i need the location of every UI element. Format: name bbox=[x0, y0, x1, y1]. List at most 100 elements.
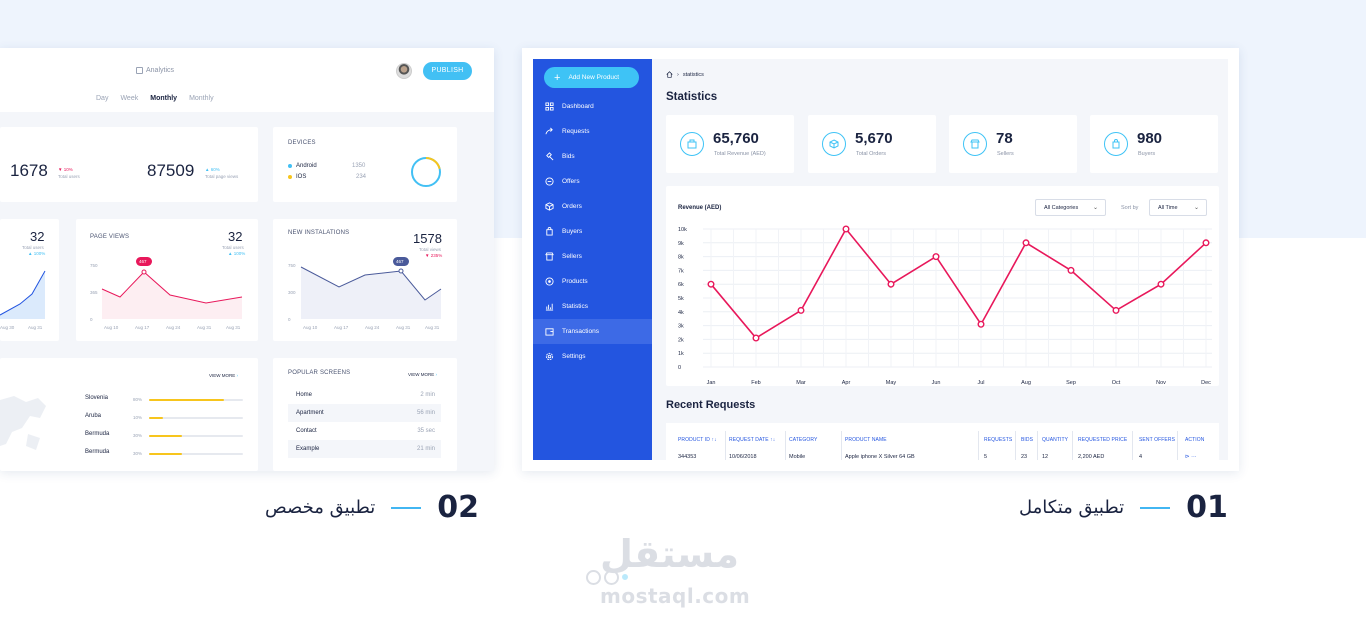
device-ios: IOS bbox=[288, 174, 306, 180]
x-tick-label: Nov bbox=[1156, 380, 1166, 386]
column-header[interactable]: PRODUCT NAME bbox=[845, 437, 887, 443]
pv-badge: 467 bbox=[139, 259, 147, 264]
tab-week[interactable]: Week bbox=[120, 95, 139, 102]
x-tick-label: May bbox=[886, 380, 897, 386]
mini-tick-2: Aug 31 bbox=[28, 325, 43, 330]
watermark-circle-2 bbox=[604, 570, 619, 585]
checkbox-icon bbox=[136, 67, 143, 74]
sidebar-item-settings[interactable]: Settings bbox=[533, 344, 652, 369]
country-1-pct: 80% bbox=[133, 397, 143, 402]
kpi-label: Total Revenue (AED) bbox=[714, 151, 766, 157]
country-1: Slovenia bbox=[85, 395, 109, 401]
add-new-product-button[interactable]: + Add New Product bbox=[544, 67, 639, 88]
column-header[interactable]: SENT OFFERS bbox=[1139, 437, 1176, 443]
kpi-value: 65,760 bbox=[713, 130, 759, 147]
home-icon[interactable] bbox=[666, 71, 673, 78]
data-point bbox=[1022, 239, 1030, 247]
top-bar bbox=[0, 48, 494, 94]
kpi-label: Total Orders bbox=[856, 151, 886, 157]
sidebar-item-label: Requests bbox=[562, 128, 590, 135]
avatar[interactable] bbox=[396, 63, 412, 79]
chevron-right-icon: › bbox=[236, 373, 239, 378]
column-divider bbox=[1015, 431, 1016, 460]
x-tick-label: Jan bbox=[707, 380, 716, 386]
chart-title: Revenue (AED) bbox=[678, 205, 722, 211]
country-4: Bermuda bbox=[85, 449, 110, 455]
in-y-tick-1: 750 bbox=[288, 263, 296, 268]
column-header[interactable]: PRODUCT ID ↑↓ bbox=[678, 437, 717, 443]
column-header[interactable]: REQUESTED PRICE bbox=[1078, 437, 1128, 443]
caption-01-number: 01 bbox=[1186, 490, 1228, 525]
android-dot bbox=[288, 164, 292, 168]
pv-y-tick-2: 365 bbox=[90, 290, 98, 295]
country-1-bar bbox=[149, 399, 243, 401]
y-tick-label: 6k bbox=[678, 282, 684, 288]
mini-label: Total users bbox=[22, 245, 44, 250]
page-title: Statistics bbox=[666, 91, 718, 103]
sidebar-item-buyers[interactable]: Buyers bbox=[533, 219, 652, 244]
caption-02-text: تطبيق مخصص bbox=[265, 497, 376, 518]
list-item[interactable]: Home 2 min bbox=[288, 386, 441, 404]
products-icon bbox=[545, 277, 554, 286]
table-cell: Mobile bbox=[789, 454, 806, 460]
sidebar-item-bids[interactable]: Bids bbox=[533, 144, 652, 169]
store-icon bbox=[545, 252, 554, 261]
country-4-pct: 30% bbox=[133, 451, 143, 456]
time-range-select[interactable]: All Time ⌄ bbox=[1149, 199, 1207, 216]
list-item[interactable]: Apartment 56 min bbox=[288, 404, 441, 422]
box-icon bbox=[822, 132, 846, 156]
sidebar-item-products[interactable]: Products bbox=[533, 269, 652, 294]
x-tick-label: Feb bbox=[751, 380, 760, 386]
revenue-line-chart: 10k 9k 8k 7k 6k 5k 4k 3k 2k 1k 0 Jan Feb Mar Apr May Jun… bbox=[678, 225, 1212, 386]
sidebar-item-label: Buyers bbox=[562, 228, 583, 235]
column-header[interactable]: REQUESTS bbox=[984, 437, 1013, 443]
column-header[interactable]: BIDS bbox=[1021, 437, 1034, 443]
x-tick-label: Sep bbox=[1066, 380, 1076, 386]
sidebar-item-label: Products bbox=[562, 278, 588, 285]
column-header[interactable]: QUANTITY bbox=[1042, 437, 1069, 443]
sidebar-item-requests[interactable]: Requests bbox=[533, 119, 652, 144]
country-3-pct: 30% bbox=[133, 433, 143, 438]
sidebar-item-transactions[interactable]: Transactions bbox=[533, 319, 652, 344]
sidebar-item-offers[interactable]: Offers bbox=[533, 169, 652, 194]
table-cell[interactable]: ⊳ ··· bbox=[1185, 454, 1197, 460]
category-select[interactable]: All Categories ⌄ bbox=[1035, 199, 1106, 216]
tag-icon bbox=[545, 177, 554, 186]
ios-dot bbox=[288, 175, 292, 179]
publish-button[interactable]: PUBLISH bbox=[423, 62, 472, 80]
x-tick-label: Jun bbox=[932, 380, 941, 386]
revenue-chart-card: Revenue (AED) All Categories ⌄ Sort by Al… bbox=[666, 186, 1219, 386]
list-item[interactable]: Contact 35 sec bbox=[288, 422, 441, 440]
country-3-bar bbox=[149, 435, 243, 437]
tab-monthly[interactable]: Monthly bbox=[150, 95, 178, 102]
country-3-bar-fill bbox=[149, 435, 182, 437]
column-header[interactable]: REQUEST DATE ↑↓ bbox=[729, 437, 776, 443]
tab-day[interactable]: Day bbox=[96, 95, 109, 102]
y-tick-label: 3k bbox=[678, 324, 684, 330]
list-item[interactable]: Example 21 min bbox=[288, 440, 441, 458]
popular-view-more[interactable]: VIEW MORE › bbox=[408, 372, 437, 377]
time-range-value: All Time bbox=[1158, 204, 1178, 211]
tab-monthly-2[interactable]: Monthly bbox=[189, 95, 214, 102]
chevron-down-icon: ⌄ bbox=[1092, 205, 1098, 211]
countries-view-more[interactable]: VIEW MORE › bbox=[209, 373, 238, 378]
installations-title: NEW INSTALATIONS bbox=[288, 230, 350, 236]
sidebar-item-statistics[interactable]: Statistics bbox=[533, 294, 652, 319]
sidebar-item-orders[interactable]: Orders bbox=[533, 194, 652, 219]
watermark-arabic: مستقل bbox=[600, 532, 739, 576]
x-tick-label: Jul bbox=[977, 380, 984, 386]
sidebar-item-label: Offers bbox=[562, 178, 580, 185]
data-point bbox=[977, 320, 985, 328]
app-window: + Add New Product Dashboard Requests Bids Of… bbox=[533, 59, 1228, 460]
screen-time: 56 min bbox=[416, 410, 435, 416]
pv-y-tick-3: 0 bbox=[90, 317, 93, 322]
page-views-panel: PAGE VIEWS 32 Total users ▲ 100% 750 365… bbox=[76, 219, 258, 341]
sidebar-item-sellers[interactable]: Sellers bbox=[533, 244, 652, 269]
pv-x-tick-4: Aug 31 bbox=[197, 325, 212, 330]
revenue-series-line bbox=[710, 227, 1207, 340]
in-x-tick-2: Aug 17 bbox=[334, 325, 349, 330]
column-header[interactable]: CATEGORY bbox=[789, 437, 818, 443]
column-header[interactable]: ACTION bbox=[1185, 437, 1205, 443]
sidebar-item-dashboard[interactable]: Dashboard bbox=[533, 94, 652, 119]
breadcrumb-current: statistics bbox=[682, 71, 704, 78]
